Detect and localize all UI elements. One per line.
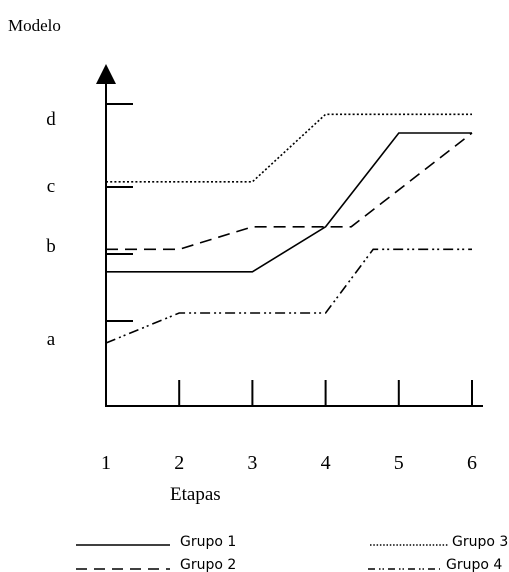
series-line-2 [106,132,473,251]
x-axis-title: Etapas [170,484,221,505]
legend-label-3: Grupo 3 [452,534,508,550]
x-tick-label-4: 4 [321,452,331,474]
x-tick-label-2: 2 [174,452,184,474]
x-tick-label-5: 5 [394,452,404,474]
series-line-1 [106,132,472,273]
legend-label-2: Grupo 2 [180,557,236,572]
legend-label-4: Grupo 4 [446,557,502,572]
legend-label-1: Grupo 1 [180,534,236,550]
y-tick-label-b: b [46,236,56,257]
y-tick-label-a: a [47,329,56,350]
y-axis-arrow [96,64,116,84]
series-line-3 [106,113,472,183]
x-tick-label-3: 3 [247,452,257,474]
y-tick-label-c: c [47,176,55,197]
x-tick-label-6: 6 [467,452,477,474]
series-line-4 [105,248,472,344]
x-tick-label-1: 1 [101,452,111,474]
y-tick-label-d: d [46,109,56,130]
y-axis-title: Modelo [8,16,61,35]
